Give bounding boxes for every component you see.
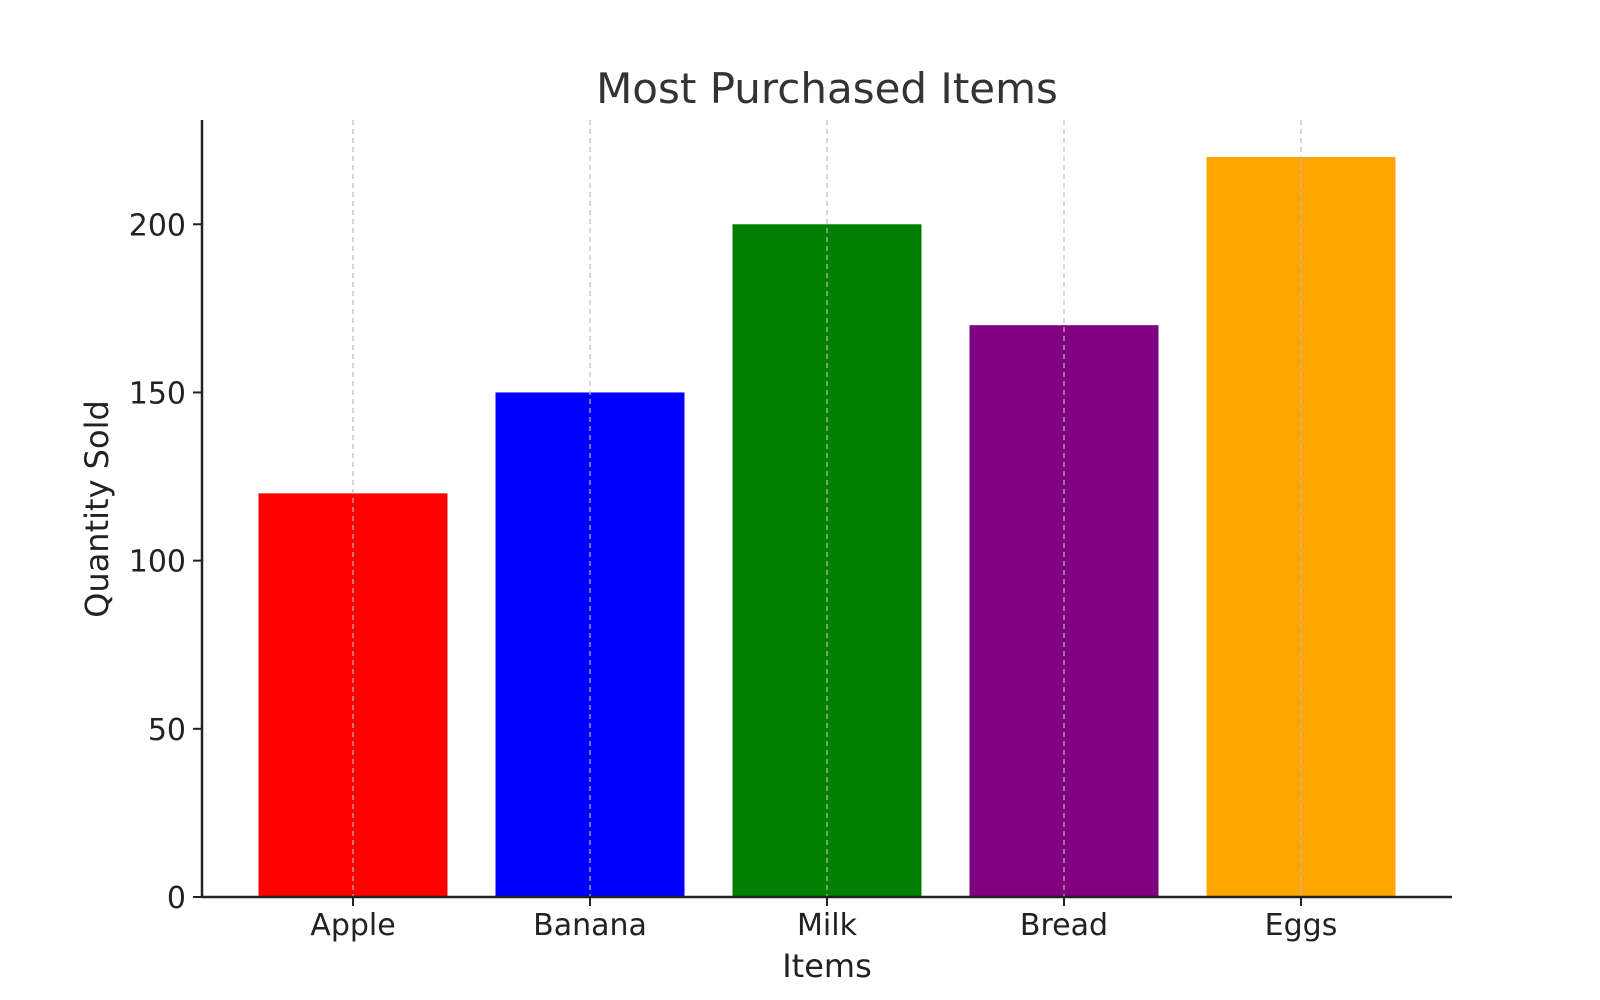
y-tick-label-100: 100 bbox=[129, 545, 186, 580]
x-tick-label-bread: Bread bbox=[1020, 908, 1108, 943]
chart-title: Most Purchased Items bbox=[596, 64, 1058, 113]
bar-apple bbox=[258, 493, 448, 897]
x-axis-label: Items bbox=[782, 947, 872, 985]
y-tick-label-0: 0 bbox=[167, 881, 186, 916]
ticks: Apple Banana Milk Bread Eggs 0 50 100 150 200 bbox=[129, 208, 1338, 943]
x-tick-label-eggs: Eggs bbox=[1265, 908, 1338, 943]
y-tick-label-150: 150 bbox=[129, 376, 186, 411]
grid-lines-front bbox=[352, 120, 1302, 897]
y-axis-label: Quantity Sold bbox=[78, 400, 116, 618]
x-tick-label-milk: Milk bbox=[797, 908, 858, 943]
y-tick-label-50: 50 bbox=[148, 713, 186, 748]
x-tick-label-apple: Apple bbox=[310, 908, 395, 943]
y-tick-label-200: 200 bbox=[129, 208, 186, 243]
x-tick-label-banana: Banana bbox=[533, 908, 647, 943]
